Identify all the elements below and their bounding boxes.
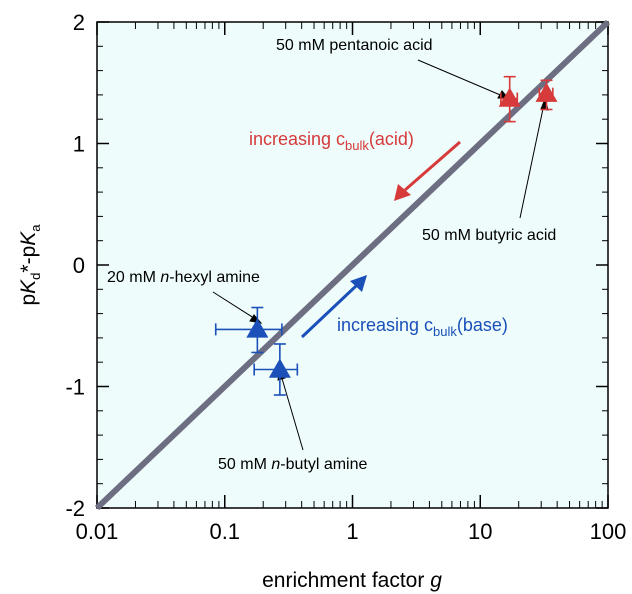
annotation-increasing-acid: increasing cbulk(acid)	[249, 129, 414, 153]
x-tick-label: 1	[346, 519, 358, 544]
triangle-marker	[268, 358, 291, 378]
annotation-butyric: 50 mM butyric acid	[422, 227, 556, 244]
base-direction-arrow	[300, 275, 367, 339]
reference-line	[94, 19, 611, 511]
x-axis-title: enrichment factor g	[262, 569, 442, 592]
data-point	[498, 75, 521, 123]
triangle-marker	[498, 87, 521, 107]
annotation-pentanoic: 50 mM pentanoic acid	[276, 37, 433, 54]
y-tick-label: 2	[73, 10, 85, 35]
annotation-increasing-base: increasing cbulk(base)	[337, 315, 508, 339]
y-tick-label: 1	[73, 132, 85, 157]
y-axis-title: pKd*-pKa	[17, 224, 43, 306]
triangle-marker	[535, 82, 558, 102]
data-point	[253, 343, 299, 396]
data-points	[214, 75, 558, 396]
acid-direction-arrow	[394, 140, 461, 201]
y-tick-label: -1	[65, 375, 85, 400]
annotation-hexyl: 20 mM n-hexyl amine	[107, 269, 260, 286]
x-tick-label: 0.01	[76, 519, 119, 544]
x-tick-label: 0.1	[209, 519, 240, 544]
data-point	[214, 306, 283, 354]
y-tick-label: -2	[65, 496, 85, 521]
x-tick-label: 10	[468, 519, 492, 544]
x-tick-label: 100	[590, 519, 627, 544]
y-tick-label: 0	[73, 253, 85, 278]
data-point	[535, 79, 558, 111]
minor-ticks	[97, 21, 608, 509]
annotation-butyl: 50 mM n-butyl amine	[218, 456, 368, 473]
triangle-marker	[246, 318, 269, 338]
tick-labels: 0.01 0.1 1 10 100 -2 -1 0 1 2	[65, 10, 626, 544]
